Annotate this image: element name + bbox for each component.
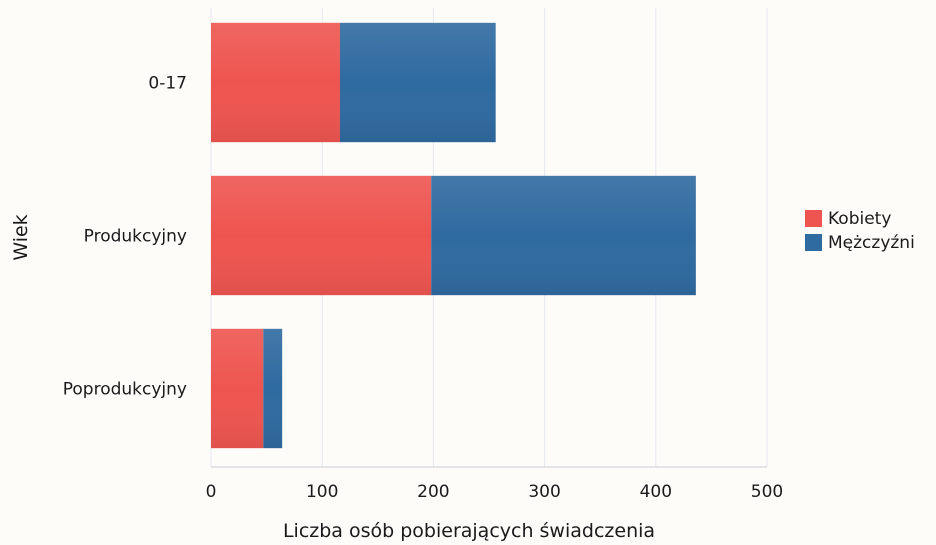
bar-shading (263, 328, 283, 449)
bar-shading (339, 22, 496, 143)
category-label: 0-17 (148, 74, 187, 94)
legend-swatch (805, 210, 822, 227)
x-tick-label: 100 (306, 482, 338, 502)
bars (211, 22, 696, 449)
category-labels: 0-17 Produkcyjny Poprodukcyjny (63, 74, 187, 400)
x-tick-label: 400 (640, 482, 672, 502)
bar-shading (431, 175, 696, 296)
x-tick-label: 200 (417, 482, 449, 502)
category-label: Poprodukcyjny (63, 380, 187, 400)
bar-shading (211, 328, 264, 449)
legend-swatch (805, 234, 822, 251)
legend-label: Kobiety (828, 209, 891, 229)
bar-shading (211, 175, 432, 296)
legend: Kobiety Mężczyźni (805, 209, 915, 253)
x-tick-labels: 0 100 200 300 400 500 (206, 482, 784, 502)
category-label: Produkcyjny (84, 227, 187, 247)
x-axis-title: Liczba osób pobierających świadczenia (283, 520, 655, 542)
x-tick-label: 300 (528, 482, 560, 502)
y-axis-title: Wiek (10, 214, 32, 260)
x-tick-label: 0 (206, 482, 217, 502)
x-tick-label: 500 (751, 482, 783, 502)
bar-shading (211, 22, 340, 143)
legend-label: Mężczyźni (828, 233, 915, 253)
